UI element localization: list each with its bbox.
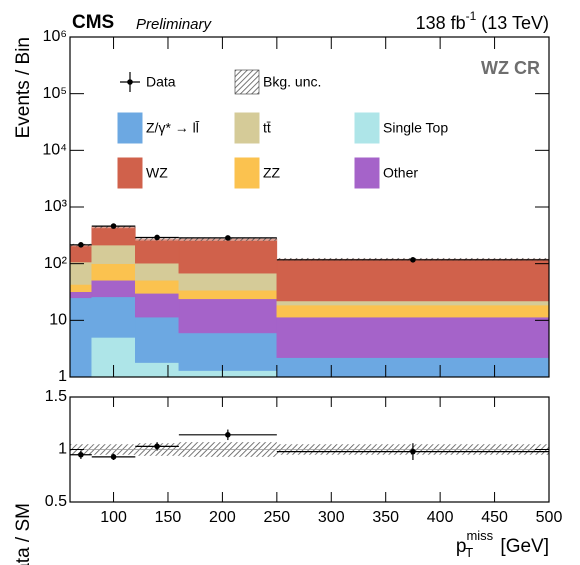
stack-segment — [135, 262, 180, 281]
stack-segment — [70, 297, 93, 377]
stack-segment — [70, 284, 93, 293]
x-tick-label: 300 — [318, 509, 345, 526]
x-axis-label: pmiss T [GeV] — [456, 528, 549, 560]
stack-segment — [276, 304, 549, 318]
ratio-y-tick-label: 1 — [58, 441, 67, 458]
x-label-unit: [GeV] — [500, 536, 549, 557]
stack-segment — [70, 376, 93, 377]
legend-label: ZZ — [263, 165, 281, 181]
y-tick-label: 10⁴ — [42, 142, 67, 159]
y-tick-label: 1 — [58, 368, 67, 385]
stack-segment — [276, 357, 549, 377]
legend-label: Single Top — [383, 120, 448, 136]
ratio-point — [154, 443, 160, 450]
ratio-point — [410, 448, 416, 455]
legend-swatch — [117, 112, 143, 144]
legend-label: Bkg. unc. — [263, 74, 321, 90]
data-point — [78, 242, 84, 248]
stack-segment — [135, 362, 180, 377]
legend-label: tt̄ — [263, 120, 271, 136]
y-tick-label: 10⁵ — [43, 85, 67, 102]
lumi-energy: (13 TeV) — [481, 13, 549, 33]
stack-segment — [178, 238, 278, 274]
stack-segment — [91, 296, 136, 338]
legend-swatch — [234, 157, 260, 189]
legend-label: Other — [383, 165, 418, 181]
stack-segment — [276, 376, 549, 377]
legend: Data Bkg. unc. Single Top Z/γ* → ll̄ Other ZZ… — [117, 69, 448, 189]
legend-data-marker — [127, 79, 133, 85]
x-label-sub: T — [465, 545, 473, 560]
lumi: 138 fb-1 (13 TeV) — [416, 9, 549, 33]
x-tick-label: 450 — [481, 509, 508, 526]
x-tick-label: 350 — [372, 509, 399, 526]
legend-label: Data — [146, 74, 176, 90]
stack-segment — [70, 261, 93, 285]
stack-segment — [91, 226, 136, 246]
lumi-sup: -1 — [466, 9, 477, 23]
ratio-y-tick-label: 1.5 — [45, 388, 67, 405]
ratio-plot — [70, 429, 549, 460]
stack-segment — [91, 244, 136, 264]
x-tick-label: 200 — [209, 509, 236, 526]
legend-swatch — [354, 112, 380, 144]
data-point — [110, 223, 117, 229]
legend-swatch — [234, 112, 260, 144]
legend-label: Z/γ* → ll̄ — [146, 120, 199, 136]
experiment: CMS — [72, 12, 114, 33]
stack-segment — [276, 300, 549, 306]
ratio-point — [110, 454, 117, 460]
lumi-value: 138 fb — [416, 13, 466, 33]
stack-segment — [178, 272, 278, 291]
stack-segment — [178, 298, 278, 334]
stack-segment — [178, 289, 278, 300]
x-label-sup: miss — [466, 528, 493, 543]
data-point — [410, 257, 416, 263]
ratio-y-axis-label: Data / SM — [13, 503, 34, 565]
stack-segment — [178, 370, 278, 377]
stack-segment — [70, 291, 93, 299]
y-tick-label: 10⁶ — [43, 28, 67, 45]
stack-segment — [91, 263, 136, 281]
x-label-main: p — [456, 536, 467, 557]
legend-unc-swatch — [234, 69, 260, 95]
ratio-point — [78, 451, 84, 458]
x-tick-label: 250 — [263, 509, 290, 526]
legend-label: WZ — [146, 165, 168, 181]
stack-segment — [135, 292, 180, 318]
y-tick-label: 10² — [44, 255, 68, 272]
x-tick-label: 500 — [536, 509, 563, 526]
stack-segment — [276, 258, 549, 302]
stack-segment — [135, 279, 180, 294]
axes: 1 10 10² 10³ 10⁴ 10⁵ 10⁶ 0.5 1 1.5 100 150 200 250 300… — [42, 28, 562, 526]
legend-swatch — [354, 157, 380, 189]
stack-segment — [135, 238, 180, 264]
annotation: WZ CR — [481, 58, 540, 78]
status: Preliminary — [136, 16, 213, 33]
stack-segment — [276, 316, 549, 358]
legend-swatch — [117, 157, 143, 189]
x-tick-label: 100 — [100, 509, 127, 526]
ratio-y-tick-label: 0.5 — [45, 493, 67, 510]
y-tick-label: 10 — [49, 312, 67, 329]
y-tick-label: 10³ — [44, 198, 68, 215]
y-axis-label: Events / Bin — [13, 37, 34, 138]
x-tick-label: 150 — [155, 509, 182, 526]
stack-segment — [135, 316, 180, 363]
stack-segment — [178, 332, 278, 371]
data-point — [225, 235, 231, 241]
main-plot — [70, 223, 549, 377]
data-point — [154, 234, 160, 241]
ratio-point — [225, 432, 231, 438]
stack-segment — [91, 279, 136, 298]
x-tick-label: 400 — [427, 509, 454, 526]
